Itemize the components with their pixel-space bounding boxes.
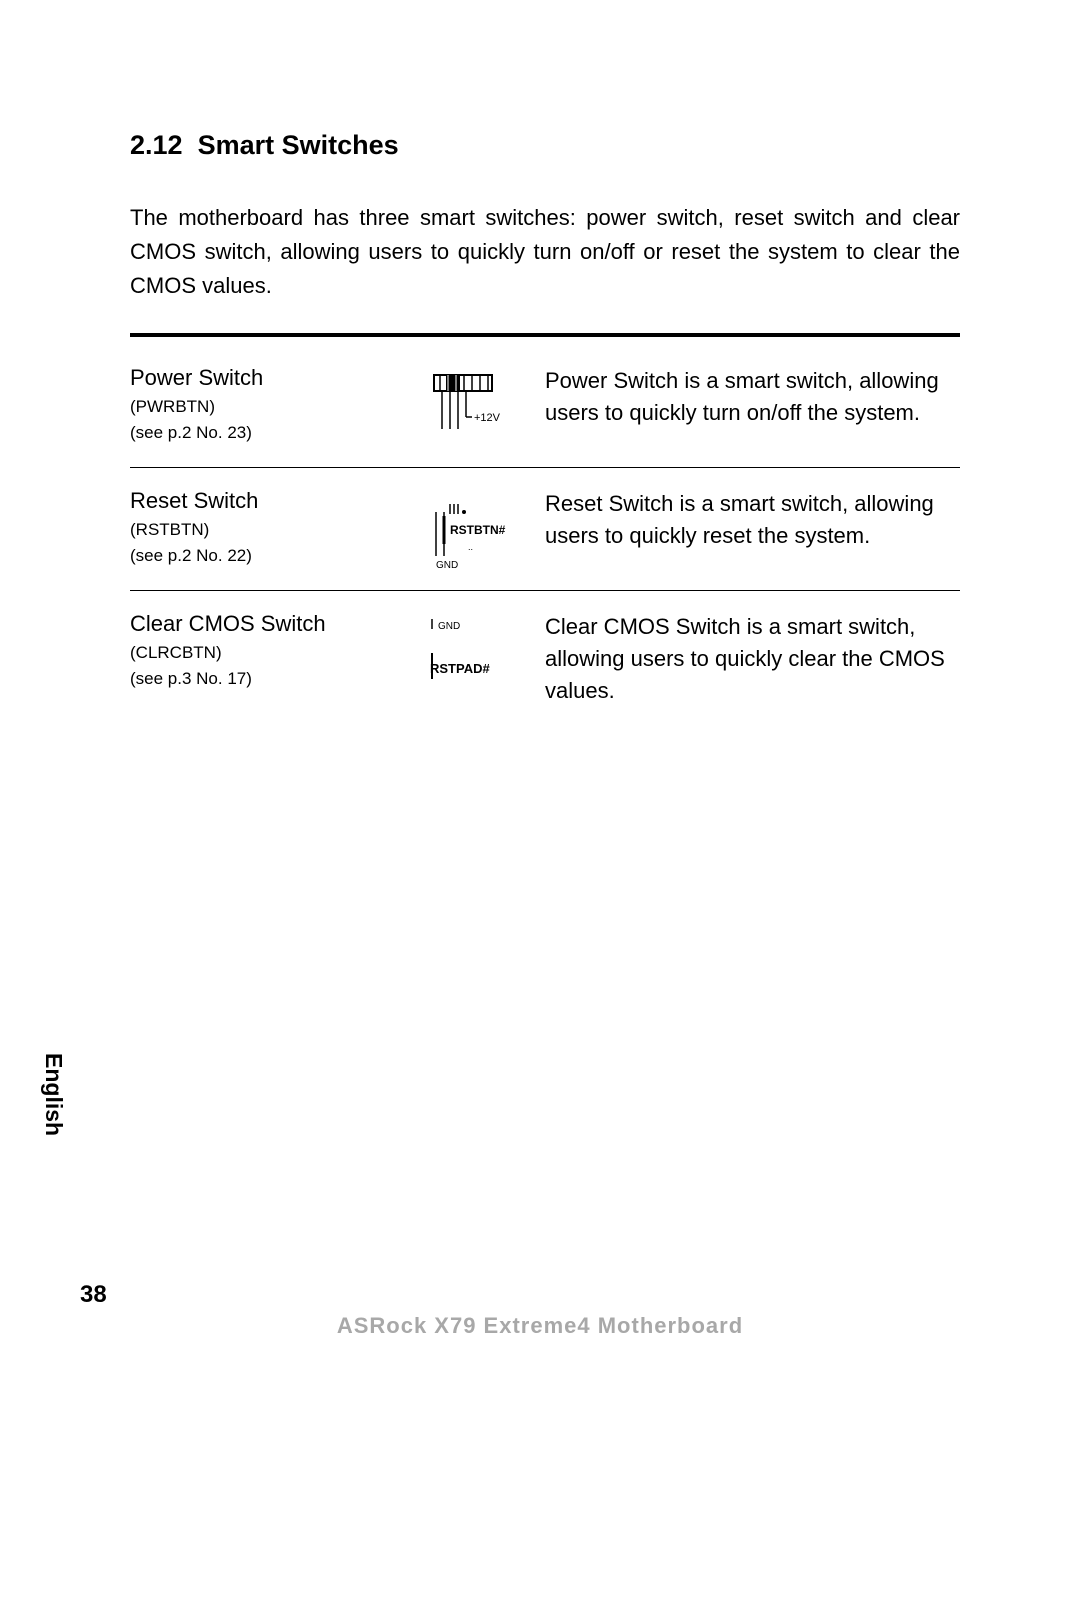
diagram-label: GND: [438, 621, 460, 632]
section-intro: The motherboard has three smart switches…: [130, 201, 960, 303]
page-footer: ASRock X79 Extreme4 Motherboard: [0, 1313, 1080, 1339]
switch-ref: (see p.2 No. 22): [130, 546, 390, 566]
row-divider: [130, 590, 960, 591]
switch-row-power: Power Switch (PWRBTN) (see p.2 No. 23): [130, 365, 960, 467]
switch-name: Clear CMOS Switch: [130, 611, 390, 637]
language-tab: English: [40, 1053, 67, 1136]
switch-info: Power Switch (PWRBTN) (see p.2 No. 23): [130, 365, 390, 443]
switch-desc: Reset Switch is a smart switch, allowing…: [545, 488, 960, 552]
section-number: 2.12: [130, 130, 183, 160]
svg-text:..: ..: [468, 542, 473, 552]
switch-row-reset: Reset Switch (RSTBTN) (see p.2 No. 22) R…: [130, 488, 960, 590]
switch-row-clrcmos: Clear CMOS Switch (CLRCBTN) (see p.3 No.…: [130, 611, 960, 725]
switch-code: (RSTBTN): [130, 520, 390, 540]
switch-ref: (see p.3 No. 17): [130, 669, 390, 689]
diagram-label: +12V: [474, 412, 501, 424]
switch-info: Clear CMOS Switch (CLRCBTN) (see p.3 No.…: [130, 611, 390, 689]
row-divider: [130, 467, 960, 468]
switch-diagram-clrcmos: GND RSTPAD#: [390, 611, 545, 695]
page-number: 38: [80, 1281, 107, 1309]
switch-desc: Power Switch is a smart switch, allowing…: [545, 365, 960, 429]
switch-info: Reset Switch (RSTBTN) (see p.2 No. 22): [130, 488, 390, 566]
switch-code: (PWRBTN): [130, 397, 390, 417]
switch-code: (CLRCBTN): [130, 643, 390, 663]
section-rule: [130, 333, 960, 337]
switch-name: Power Switch: [130, 365, 390, 391]
switch-desc: Clear CMOS Switch is a smart switch, all…: [545, 611, 960, 707]
diagram-label: RSTPAD#: [430, 661, 490, 676]
switch-name: Reset Switch: [130, 488, 390, 514]
switch-diagram-reset: RSTBTN# GND ..: [390, 488, 545, 572]
switch-diagram-power: +12V: [390, 365, 545, 449]
diagram-label: GND: [436, 560, 458, 571]
section-heading: Smart Switches: [198, 130, 399, 160]
diagram-label: RSTBTN#: [450, 523, 506, 537]
switch-ref: (see p.2 No. 23): [130, 423, 390, 443]
section-title: 2.12 Smart Switches: [130, 130, 960, 161]
